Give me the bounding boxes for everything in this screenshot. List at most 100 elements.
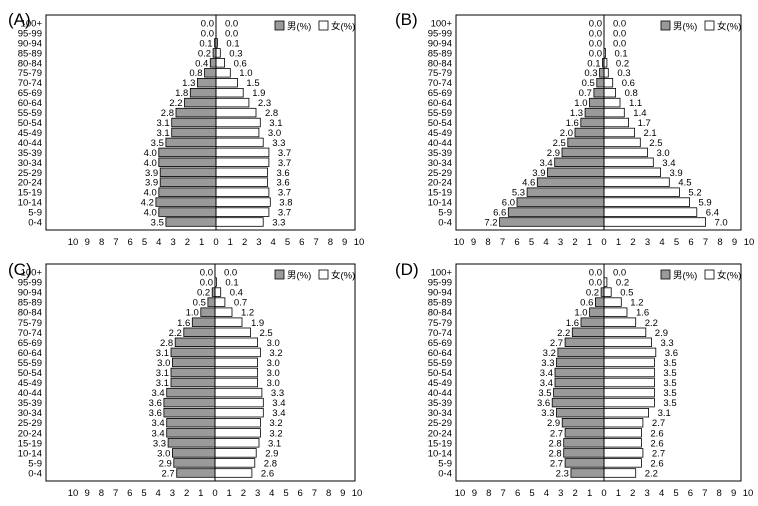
x-tick-label: 3 (558, 237, 563, 248)
male-value-label: 2.7 (550, 458, 563, 469)
female-bar (215, 137, 264, 148)
male-value-label: 3.0 (157, 358, 170, 369)
male-bar (158, 157, 217, 168)
legend-male-label: 男(%) (673, 22, 697, 33)
x-tick-label: 1 (228, 237, 233, 248)
female-bar (214, 357, 258, 368)
x-tick-label: 8 (486, 488, 491, 499)
age-group-label: 50-54 (18, 118, 42, 129)
female-value-label: 1.2 (241, 308, 254, 319)
x-tick-label: 5 (529, 488, 534, 499)
female-value-label: 6.4 (706, 208, 719, 219)
female-value-label: 1.9 (251, 318, 264, 329)
age-group-label: 20-24 (18, 178, 42, 189)
male-bar (171, 127, 217, 138)
x-tick-label: 10 (455, 488, 466, 499)
female-bar (214, 387, 263, 398)
male-value-label: 3.9 (145, 168, 158, 179)
female-value-label: 3.5 (663, 398, 676, 409)
x-tick-label: 0 (601, 488, 606, 499)
age-group-label: 5-9 (28, 208, 42, 219)
male-bar (166, 387, 216, 398)
male-bar (554, 367, 605, 378)
x-tick-label: 3 (645, 488, 650, 499)
x-tick-label: 1 (587, 237, 592, 248)
legend-female-swatch (704, 20, 715, 31)
x-tick-label: 6 (299, 237, 304, 248)
female-bar (214, 337, 258, 348)
male-bar (170, 367, 216, 378)
male-bar (184, 97, 217, 108)
x-tick-label: 8 (99, 488, 104, 499)
age-group-label: 5-9 (438, 458, 452, 469)
female-bar (214, 347, 261, 358)
male-value-label: 0.0 (201, 19, 214, 30)
legend-female-label: 女(%) (331, 21, 355, 33)
female-value-label: 0.0 (225, 19, 238, 30)
x-tick-label: 1 (198, 488, 203, 499)
male-value-label: 4.6 (522, 178, 535, 189)
male-bar (595, 297, 605, 307)
female-value-label: 0.0 (613, 38, 626, 49)
age-group-label: 95-99 (18, 28, 42, 39)
female-bar (603, 327, 647, 338)
male-bar (580, 117, 605, 128)
male-value-label: 2.8 (548, 448, 561, 459)
male-bar (567, 137, 605, 148)
x-tick-label: 6 (688, 488, 693, 499)
female-value-label: 5.2 (688, 188, 701, 199)
age-group-label: 10-14 (428, 198, 452, 209)
age-group-label: 100+ (431, 19, 453, 30)
age-group-label: 95-99 (428, 28, 452, 39)
age-group-label: 55-59 (428, 108, 452, 119)
male-value-label: 2.2 (557, 328, 570, 339)
age-group-label: 100+ (431, 268, 453, 279)
male-value-label: 2.9 (547, 148, 560, 159)
male-value-label: 3.1 (156, 128, 169, 139)
male-value-label: 0.0 (589, 48, 602, 59)
female-value-label: 2.8 (264, 458, 277, 469)
male-value-label: 6.0 (502, 198, 515, 209)
female-value-label: 0.6 (622, 78, 635, 89)
female-value-label: 2.6 (261, 469, 274, 480)
male-value-label: 3.3 (153, 438, 166, 449)
male-value-label: 1.6 (177, 318, 190, 329)
female-value-label: 0.2 (616, 278, 629, 289)
age-group-label: 85-89 (18, 298, 42, 309)
age-group-label: 5-9 (28, 458, 42, 469)
x-tick-label: 3 (255, 488, 260, 499)
female-value-label: 3.3 (272, 138, 285, 149)
female-value-label: 3.9 (670, 168, 683, 179)
age-group-label: 75-79 (428, 68, 452, 79)
x-tick-label: 1 (587, 488, 592, 499)
age-group-label: 95-99 (18, 278, 42, 289)
female-value-label: 1.4 (633, 108, 646, 119)
female-bar (214, 397, 264, 408)
female-value-label: 3.1 (269, 118, 282, 129)
female-value-label: 2.8 (265, 108, 278, 119)
female-value-label: 3.5 (663, 388, 676, 399)
x-tick-label: 8 (326, 488, 331, 499)
female-value-label: 3.1 (658, 408, 671, 419)
male-bar (158, 187, 217, 197)
male-bar (173, 458, 216, 468)
female-bar (603, 357, 655, 368)
x-tick-label: 5 (673, 488, 678, 499)
male-value-label: 2.9 (547, 418, 560, 429)
legend-female-label: 女(%) (717, 21, 741, 33)
age-group-label: 15-19 (428, 438, 452, 449)
age-group-label: 100+ (21, 268, 43, 279)
x-tick-label: 2 (630, 488, 635, 499)
female-value-label: 3.0 (657, 148, 670, 159)
male-bar (175, 107, 217, 118)
female-bar (215, 127, 260, 138)
male-value-label: 2.3 (556, 469, 569, 480)
age-group-label: 90-94 (18, 288, 42, 299)
age-group-label: 30-34 (18, 158, 42, 169)
x-tick-label: 7 (312, 488, 317, 499)
x-tick-label: 7 (113, 237, 118, 248)
female-bar (215, 88, 244, 98)
x-tick-label: 7 (113, 488, 118, 499)
male-bar (571, 327, 605, 338)
female-bar (215, 217, 264, 227)
